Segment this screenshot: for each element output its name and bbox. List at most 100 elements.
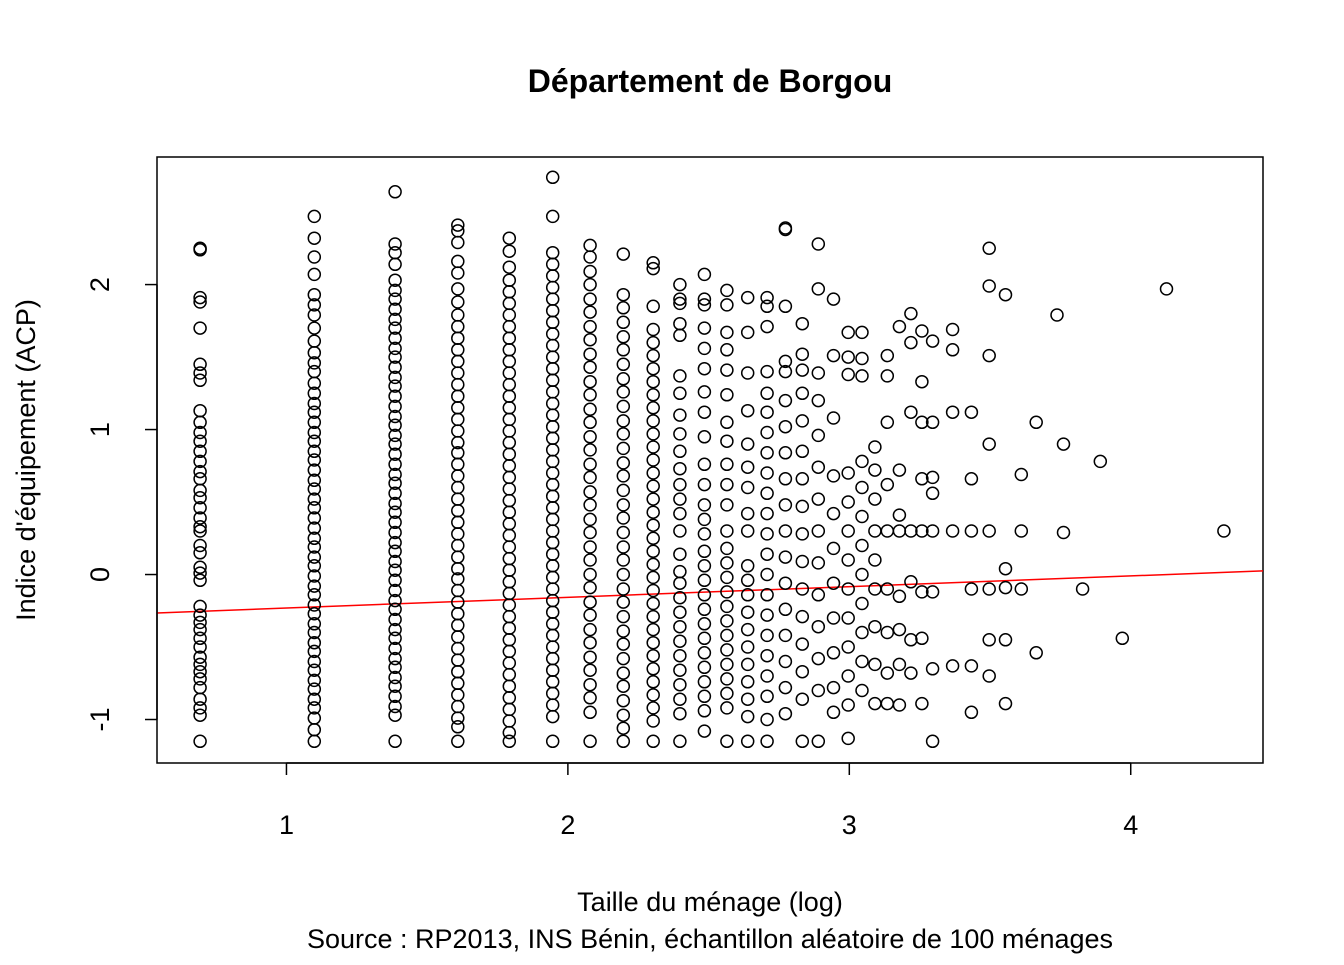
data-point (720, 363, 734, 377)
data-point (545, 292, 560, 306)
data-point (545, 419, 560, 434)
data-point (545, 501, 560, 515)
data-point (1050, 308, 1064, 322)
data-point (673, 677, 687, 692)
data-point (388, 370, 402, 385)
data-point (778, 393, 793, 408)
data-point (583, 553, 597, 567)
data-point (720, 343, 734, 357)
data-point (646, 622, 660, 637)
data-point (307, 540, 322, 554)
data-point (720, 643, 734, 657)
data-point (307, 396, 322, 411)
data-point (740, 403, 755, 418)
data-point (646, 583, 660, 598)
data-point (451, 319, 465, 334)
data-point (740, 366, 755, 380)
data-point (545, 303, 560, 318)
data-point (925, 486, 940, 501)
data-point (616, 357, 631, 372)
data-point (795, 554, 810, 569)
data-point (646, 544, 660, 559)
data-point (388, 573, 402, 588)
data-point (868, 440, 882, 454)
data-point (502, 231, 517, 245)
data-point (616, 511, 631, 525)
data-point (307, 482, 322, 496)
data-point (915, 415, 929, 430)
data-point (502, 586, 517, 601)
data-point (778, 222, 793, 237)
data-point (545, 593, 560, 608)
data-point (616, 637, 631, 651)
data-point (502, 621, 517, 635)
data-point (616, 247, 631, 261)
data-point (915, 374, 929, 389)
data-point (307, 654, 322, 669)
data-point (720, 541, 734, 556)
data-point (583, 512, 597, 527)
data-point (720, 614, 734, 628)
data-point (915, 324, 929, 338)
data-point (720, 415, 734, 430)
data-point (307, 267, 322, 282)
data-point (545, 385, 560, 399)
data-point (646, 596, 660, 611)
data-point (880, 369, 895, 383)
data-point (616, 301, 631, 315)
data-point (307, 588, 322, 602)
data-point (760, 588, 774, 602)
data-point (673, 296, 687, 311)
data-point (583, 705, 597, 720)
data-point (451, 538, 465, 553)
data-point (193, 415, 207, 430)
data-point (697, 361, 712, 376)
data-point (1093, 454, 1108, 469)
data-point (998, 633, 1013, 647)
data-point (673, 576, 687, 590)
data-point (388, 360, 402, 374)
data-point (646, 648, 660, 663)
data-point (583, 540, 597, 554)
data-point (892, 508, 907, 522)
data-point (193, 599, 207, 614)
data-point (388, 641, 402, 656)
data-point (880, 625, 895, 640)
data-point (646, 466, 660, 480)
data-point (451, 282, 465, 296)
data-point (697, 617, 712, 631)
data-point (388, 612, 402, 627)
data-point (307, 345, 322, 360)
data-point (880, 524, 895, 538)
data-point (826, 680, 841, 695)
data-point (760, 425, 774, 440)
data-point (778, 354, 793, 369)
data-point (451, 469, 465, 483)
data-point (388, 409, 402, 424)
data-point (673, 734, 687, 749)
data-point (502, 296, 517, 311)
data-point (826, 611, 841, 625)
data-point (388, 245, 402, 260)
data-point (673, 277, 687, 292)
data-point (388, 670, 402, 685)
x-tick-label: 3 (842, 810, 857, 840)
data-point (868, 619, 882, 634)
data-point (904, 666, 918, 680)
data-point (616, 498, 631, 512)
data-point (388, 379, 402, 393)
data-point (646, 348, 660, 363)
y-tick-label: 1 (85, 422, 115, 437)
data-point (892, 698, 907, 712)
data-point (545, 512, 560, 527)
data-point (502, 517, 517, 531)
data-point (778, 706, 793, 721)
data-point (451, 720, 465, 734)
data-point (388, 185, 402, 199)
data-point (502, 528, 517, 543)
data-point (193, 366, 207, 380)
data-point (868, 657, 882, 672)
data-point (502, 644, 517, 659)
data-point (616, 693, 631, 708)
data-point (451, 618, 465, 633)
